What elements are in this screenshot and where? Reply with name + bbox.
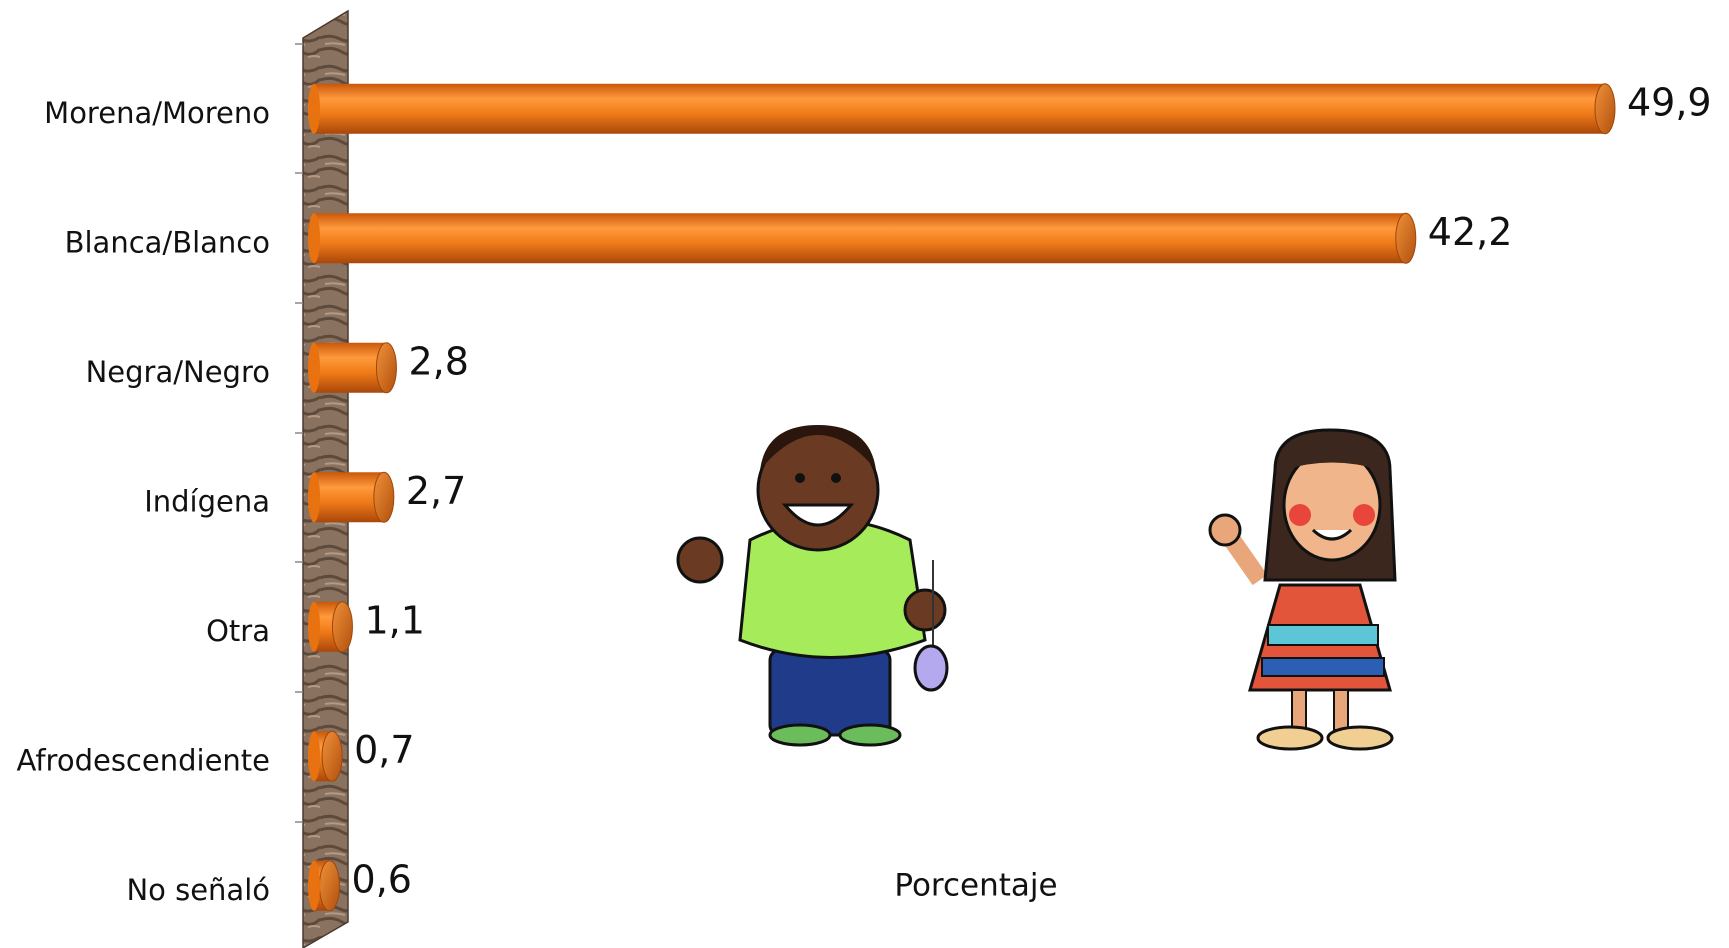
value-label: 0,7 — [354, 728, 414, 772]
bar-base — [308, 861, 320, 911]
chart: Porcentaje Morena/Moreno 49,9 Blanca/Blanc… — [0, 0, 1729, 948]
bar-base — [308, 602, 320, 652]
bar-cap — [322, 731, 342, 781]
value-label: 2,7 — [406, 469, 466, 513]
category-label: Morena/Moreno — [44, 96, 270, 130]
bar-base — [308, 84, 320, 134]
bar — [314, 213, 1406, 263]
axis-ticks — [295, 44, 303, 822]
bar — [314, 84, 1605, 134]
value-label: 1,1 — [364, 598, 424, 642]
bar-cap — [1396, 213, 1416, 263]
bar-base — [308, 213, 320, 263]
value-label: 49,9 — [1627, 80, 1712, 124]
bar-base — [308, 731, 320, 781]
bar — [314, 343, 386, 393]
category-label: Afrodescendiente — [17, 743, 270, 777]
value-label: 42,2 — [1428, 210, 1513, 254]
category-label: Indígena — [144, 484, 270, 518]
category-label: Blanca/Blanco — [65, 225, 270, 259]
bar-cap — [374, 472, 394, 522]
illustration-girl — [1210, 430, 1395, 749]
value-label: 2,8 — [408, 339, 468, 383]
x-axis-label: Porcentaje — [894, 868, 1057, 904]
bar-base — [308, 343, 320, 393]
category-label: No señaló — [126, 873, 270, 907]
bar-cap — [376, 343, 396, 393]
category-label: Otra — [206, 614, 270, 648]
illustration-boy — [678, 425, 947, 745]
category-label: Negra/Negro — [86, 355, 270, 389]
bar-cap — [320, 861, 340, 911]
bar-cap — [332, 602, 352, 652]
value-label: 0,6 — [352, 857, 412, 901]
bar-cap — [1595, 84, 1615, 134]
bar-base — [308, 472, 320, 522]
